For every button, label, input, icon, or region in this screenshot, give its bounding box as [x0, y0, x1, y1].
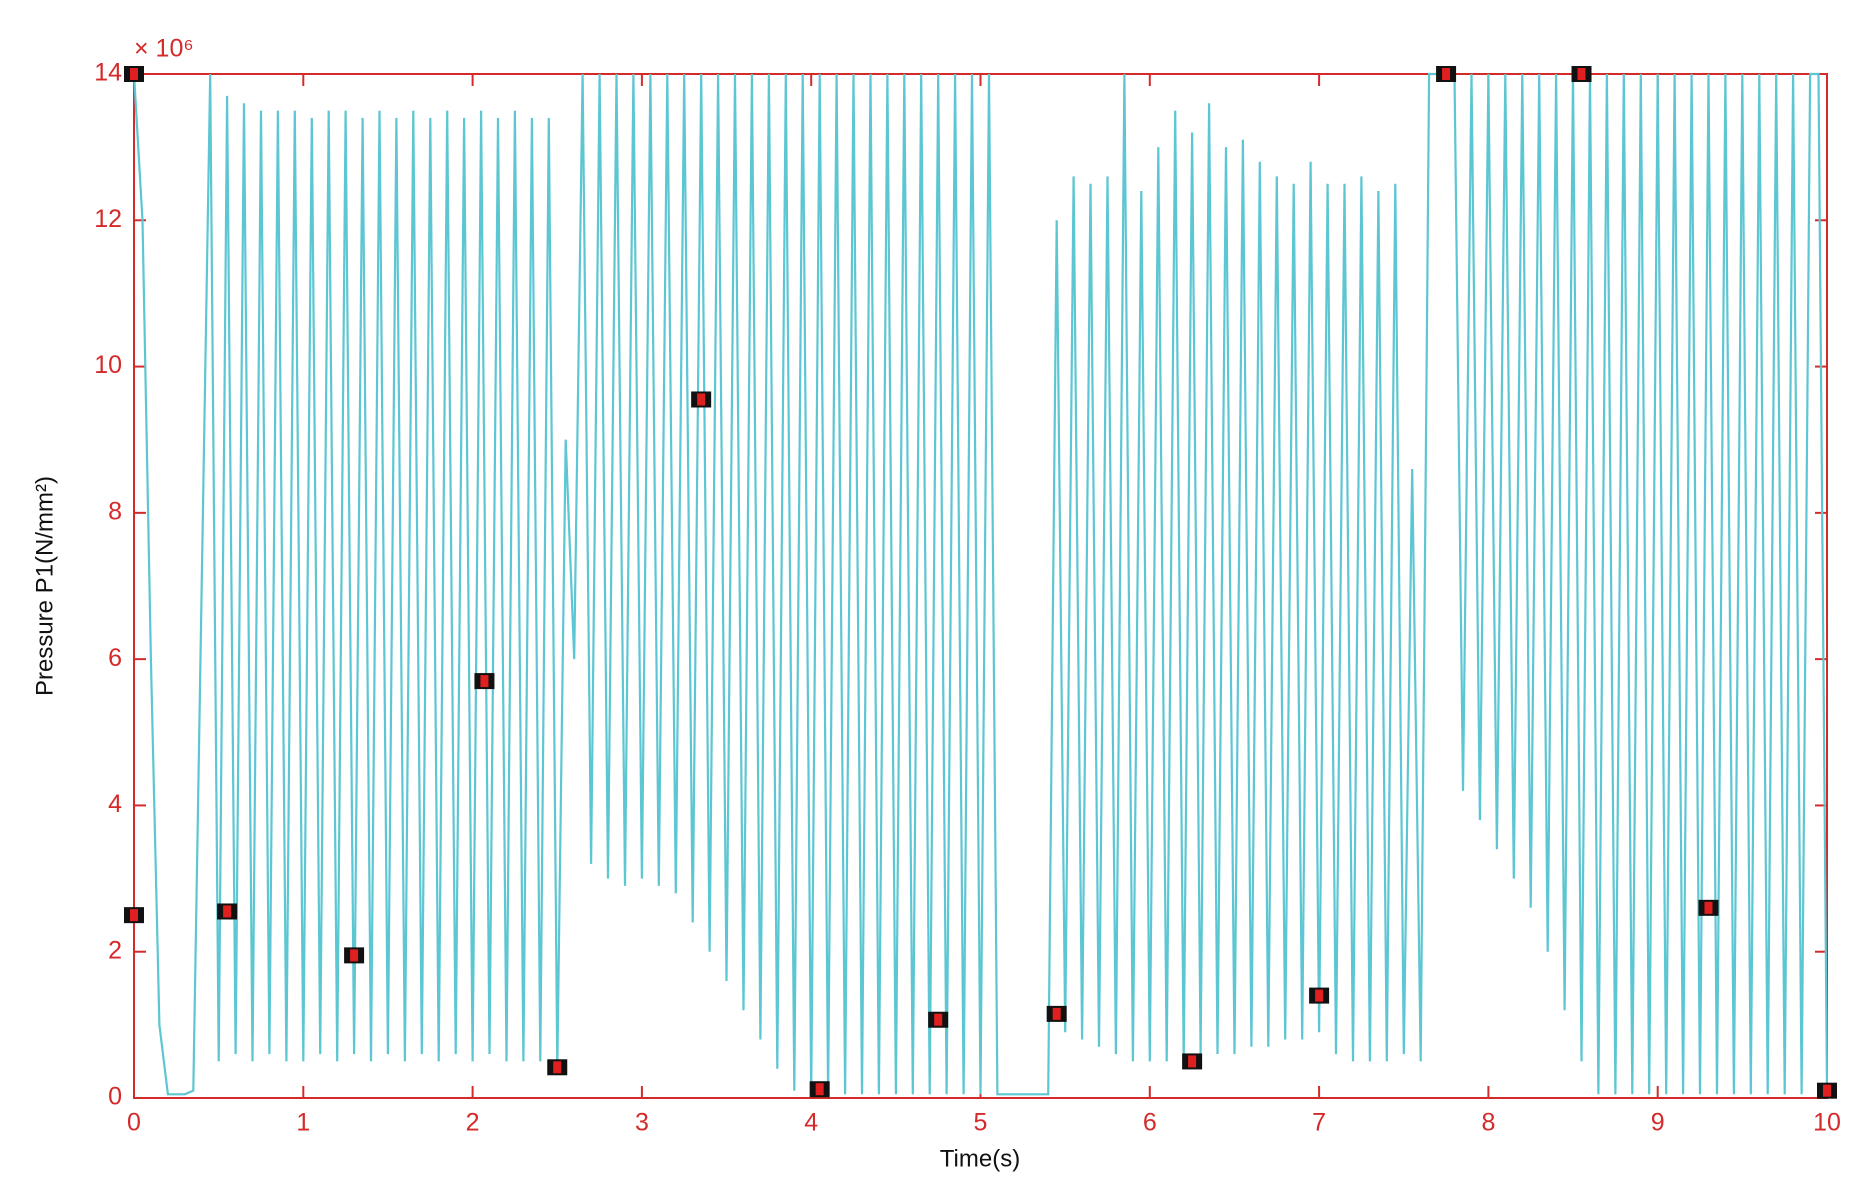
data-tip-marker: [474, 673, 495, 690]
y-tick-label: 8: [108, 497, 122, 525]
y-tick-label: 10: [94, 351, 122, 379]
data-tip-marker: [1046, 1005, 1067, 1022]
x-tick-label: 8: [1481, 1109, 1495, 1137]
x-tick-label: 0: [127, 1109, 141, 1137]
data-tip-marker: [928, 1011, 949, 1028]
x-tick-label: 6: [1143, 1109, 1157, 1137]
y-tick-label: 0: [108, 1083, 122, 1111]
data-tip-marker: [1182, 1053, 1203, 1070]
data-tip-marker: [1309, 987, 1330, 1004]
data-tip-marker: [124, 907, 144, 924]
y-tick-label: 14: [94, 59, 122, 87]
y-scale-label: × 10⁶: [134, 35, 194, 63]
x-tick-label: 9: [1651, 1109, 1665, 1137]
data-tip-marker: [217, 903, 238, 920]
data-tip-marker: [124, 66, 144, 82]
data-tip-marker: [691, 391, 712, 408]
x-axis-label: Time(s): [940, 1145, 1020, 1172]
x-tick-label: 5: [974, 1109, 988, 1137]
x-tick-label: 10: [1813, 1109, 1841, 1137]
data-tip-marker: [809, 1081, 830, 1098]
y-tick-label: 4: [108, 790, 122, 818]
y-tick-label: 12: [94, 205, 122, 233]
x-tick-label: 3: [635, 1109, 649, 1137]
data-tip-marker: [1698, 899, 1719, 916]
data-tip-marker: [344, 947, 365, 964]
data-tip-marker: [1817, 1082, 1837, 1099]
x-tick-label: 2: [466, 1109, 480, 1137]
data-tip-marker: [1571, 66, 1592, 82]
y-tick-label: 2: [108, 936, 122, 964]
pressure-line: [132, 72, 1829, 1096]
x-tick-label: 4: [804, 1109, 818, 1137]
data-tip-marker: [1436, 66, 1457, 82]
data-tip-marker: [547, 1059, 568, 1076]
y-axis-label: Pressure P1(N/mm²): [31, 476, 58, 696]
x-tick-label: 1: [296, 1109, 310, 1137]
x-tick-label: 7: [1312, 1109, 1326, 1137]
y-tick-label: 6: [108, 644, 122, 672]
